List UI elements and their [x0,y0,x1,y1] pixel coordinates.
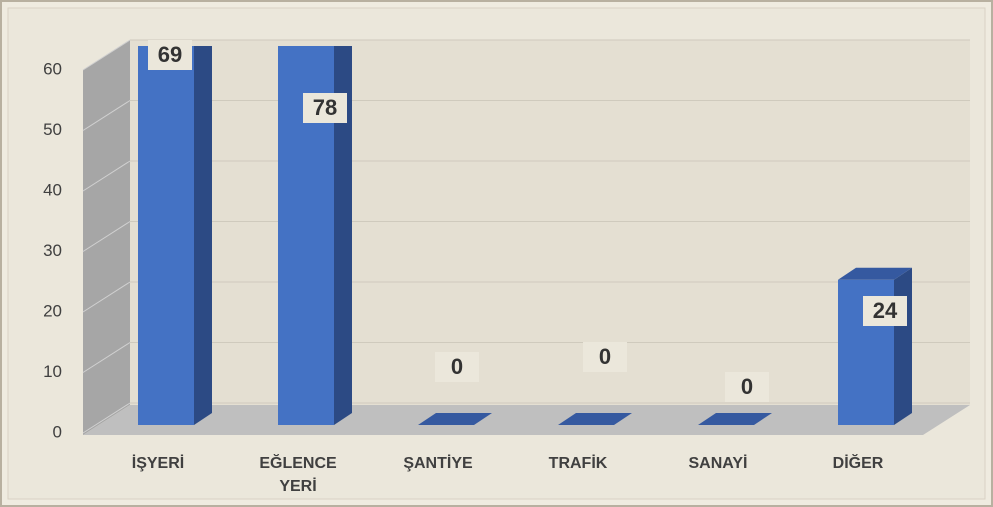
side-grid-line [82,221,131,252]
bar-side [334,46,352,425]
x-tick-label: DİĞER [832,455,884,472]
x-tick-label: SANAYİ [688,455,748,472]
value-label-box [725,372,769,402]
bar-top [418,413,492,425]
value-label: 0 [451,354,463,379]
value-label: 78 [313,95,337,120]
value-label-box [435,352,479,382]
value-label: 69 [158,42,182,67]
y-tick-label: 40 [43,180,62,199]
side-grid-line [82,100,131,131]
side-grid-line [82,160,131,192]
bar-top [698,413,772,425]
value-label-box [583,342,627,372]
side-grid-line [82,402,131,434]
value-label: 0 [599,344,611,369]
bar-top [838,267,912,280]
y-tick-label: 0 [53,422,62,441]
side-grid-line [82,281,131,313]
bar-side [194,46,212,425]
bar [138,46,194,426]
bar [278,46,334,425]
y-tick-label: 20 [43,301,62,320]
floor [83,405,970,435]
y-tick-label: 30 [43,241,62,260]
value-label-box [863,296,907,326]
side-wall [83,40,130,435]
x-tick-label: EĞLENCE YERİ [259,455,337,495]
y-tick-label: 60 [43,59,62,78]
value-label-box [148,40,192,70]
x-tick-label: TRAFİK [548,455,608,472]
x-tick-label: ŞANTİYE [403,455,473,472]
bar-side [894,267,912,425]
x-tick-label: İŞYERİ [131,455,185,472]
value-label: 0 [741,374,753,399]
side-grid-line [82,39,131,71]
bar-top [558,413,632,425]
value-label-box [303,93,347,123]
side-grid-line [82,342,131,373]
value-label: 24 [873,298,898,323]
y-tick-label: 10 [43,362,62,381]
y-tick-label: 50 [43,120,62,139]
